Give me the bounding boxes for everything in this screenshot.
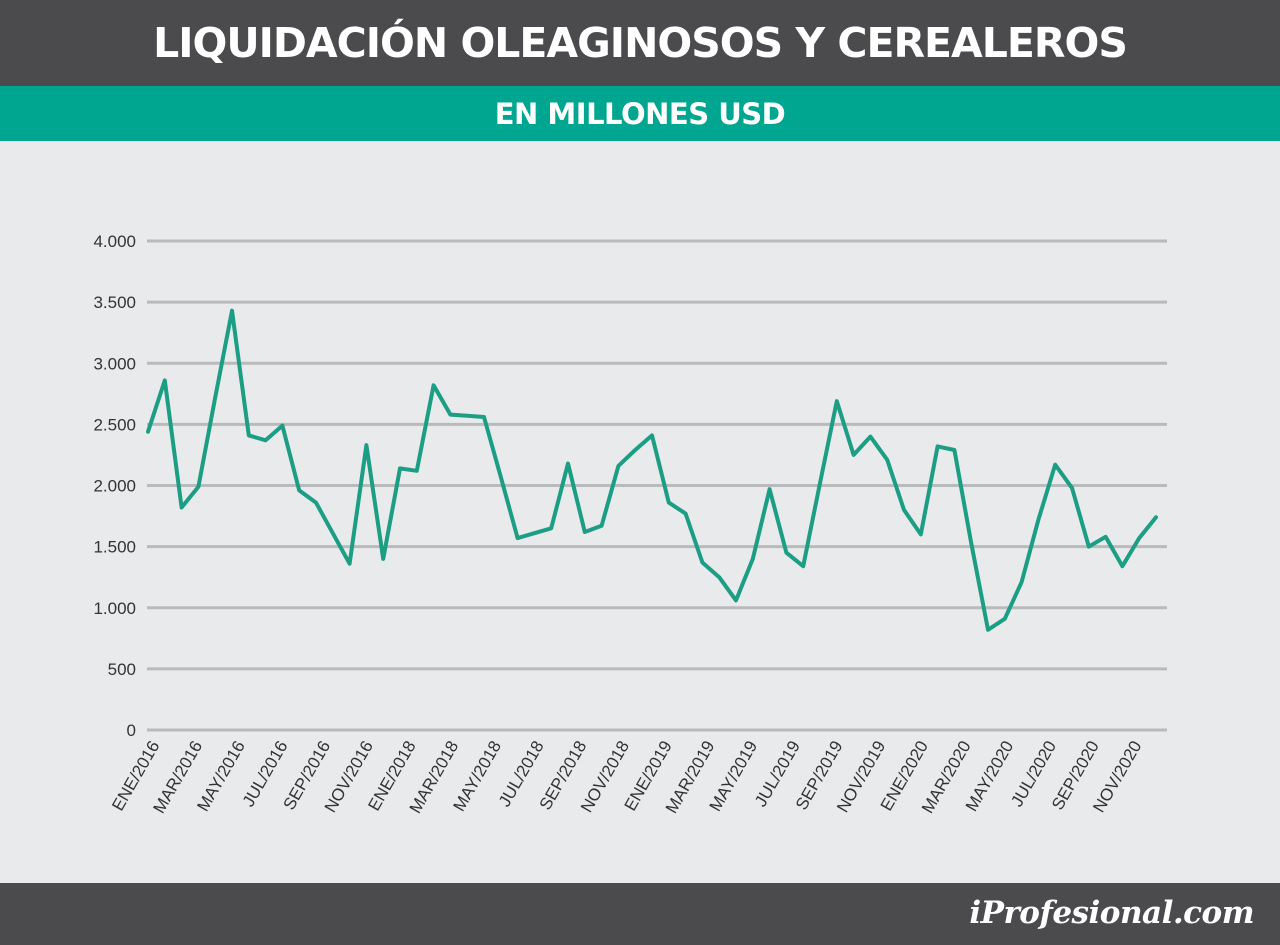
y-tick-label: 3.000 bbox=[93, 354, 136, 373]
y-axis-ticks: 0 500 1.000 1.500 2.000 2.500 3.000 3.500 4.000 bbox=[93, 232, 136, 740]
line-chart: 0 500 1.000 1.500 2.000 2.500 3.000 3.500 4.000 … bbox=[0, 141, 1280, 883]
chart-title: LIQUIDACIÓN OLEAGINOSOS Y CEREALEROS bbox=[0, 0, 1280, 86]
y-tick-label: 1.500 bbox=[93, 538, 136, 557]
y-tick-label: 3.500 bbox=[93, 293, 136, 312]
y-tick-label: 1.000 bbox=[93, 599, 136, 618]
y-tick-label: 500 bbox=[108, 660, 136, 679]
brand-logo: iProfesional.com bbox=[969, 895, 1254, 931]
gridlines bbox=[147, 239, 1167, 732]
chart-subtitle: EN MILLONES USD bbox=[0, 86, 1280, 141]
y-tick-label: 2.000 bbox=[93, 477, 136, 496]
chart-svg: 05001.0001.5002.0002.5003.0003.5004.000 … bbox=[93, 232, 1167, 817]
series-line bbox=[146, 308, 1158, 632]
footer-bar: iProfesional.com bbox=[0, 883, 1280, 945]
y-tick-label: 2.500 bbox=[93, 415, 136, 434]
x-axis-ticks: ENE/2016MAR/2016MAY/2016JUL/2016SEP/2016… bbox=[108, 738, 1145, 817]
y-tick-label: 4.000 bbox=[93, 232, 136, 251]
y-tick-label: 0 bbox=[127, 721, 136, 740]
